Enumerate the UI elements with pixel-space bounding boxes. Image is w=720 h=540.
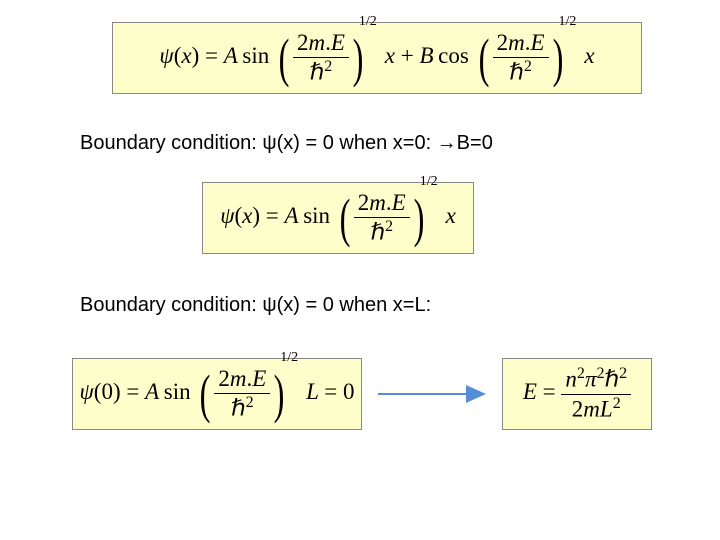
equation-box-2: ψ(x) = A sin ( 2m.E ℏ2 ) 1/2x	[202, 182, 474, 254]
equation-box-1: ψ(x) = A sin ( 2m.E ℏ2 ) 1/2x + B cos ( …	[112, 22, 642, 94]
implies-arrow-icon	[378, 384, 486, 404]
equation-1: ψ(x) = A sin ( 2m.E ℏ2 ) 1/2x + B cos ( …	[159, 30, 594, 86]
equation-box-3: ψ(0) = A sin ( 2m.E ℏ2 ) 1/2L = 0	[72, 358, 362, 430]
boundary-condition-2: Boundary condition: ψ(x) = 0 when x=L:	[80, 294, 431, 317]
psi-symbol: ψ	[159, 43, 173, 68]
equation-3: ψ(0) = A sin ( 2m.E ℏ2 ) 1/2L = 0	[79, 366, 354, 422]
equation-box-4: E = n2π2ℏ2 2mL2	[502, 358, 652, 430]
boundary-condition-1: Boundary condition: ψ(x) = 0 when x=0: →…	[80, 132, 493, 155]
equation-4: E = n2π2ℏ2 2mL2	[523, 365, 631, 422]
equation-2: ψ(x) = A sin ( 2m.E ℏ2 ) 1/2x	[220, 190, 456, 246]
